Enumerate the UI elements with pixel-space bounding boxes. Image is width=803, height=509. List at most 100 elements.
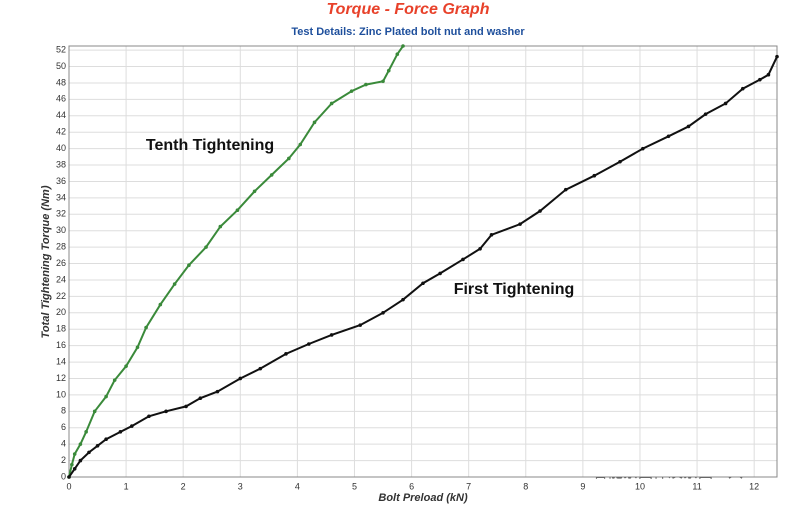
- data-point: [172, 282, 177, 286]
- data-point: [395, 52, 400, 57]
- data-point: [298, 142, 303, 147]
- data-point: [252, 189, 257, 194]
- y-tick-label: 44: [56, 110, 66, 120]
- data-point: [518, 222, 522, 226]
- data-point: [112, 378, 117, 382]
- y-tick-label: 52: [56, 44, 66, 54]
- series-label: Tenth Tightening: [146, 137, 274, 154]
- data-point: [287, 156, 291, 161]
- data-point: [135, 345, 140, 350]
- y-tick-label: 20: [56, 307, 66, 317]
- data-point: [104, 437, 108, 442]
- data-point: [84, 430, 88, 434]
- data-point: [284, 352, 288, 356]
- y-tick-label: 6: [61, 422, 66, 432]
- data-point: [95, 444, 100, 448]
- x-tick-label: 7: [466, 481, 471, 491]
- data-point: [381, 79, 385, 84]
- data-point: [618, 159, 622, 164]
- data-point: [740, 86, 745, 91]
- y-tick-label: 8: [61, 406, 66, 416]
- data-point: [184, 404, 188, 409]
- data-point: [438, 271, 442, 276]
- plot-frame: [68, 45, 778, 478]
- data-point: [381, 311, 385, 315]
- series-line: [68, 56, 778, 478]
- data-point: [592, 173, 597, 178]
- data-point: [349, 89, 354, 93]
- data-point: [766, 72, 771, 77]
- data-point: [538, 209, 542, 213]
- data-point: [235, 208, 240, 212]
- chart-title: Torque - Force Graph: [327, 1, 490, 18]
- data-point: [461, 257, 465, 262]
- data-point: [198, 396, 203, 400]
- y-tick-label: 22: [56, 291, 66, 301]
- x-tick-label: 0: [66, 481, 71, 491]
- data-point: [72, 466, 77, 471]
- y-tick-label: 10: [56, 389, 66, 399]
- plot-area: [68, 45, 778, 478]
- data-point: [204, 245, 208, 249]
- y-tick-label: 34: [56, 192, 66, 202]
- data-point: [258, 366, 263, 371]
- data-point: [104, 394, 108, 399]
- y-tick-label: 12: [56, 373, 66, 383]
- data-point: [775, 54, 779, 59]
- data-point: [364, 82, 368, 87]
- data-point: [158, 302, 163, 307]
- data-point: [92, 409, 97, 414]
- data-point: [187, 263, 191, 267]
- data-point: [238, 376, 243, 381]
- data-point: [118, 430, 123, 434]
- series-label: First Tightening: [454, 281, 575, 298]
- data-point: [72, 452, 77, 456]
- data-point: [703, 112, 708, 116]
- data-point: [312, 120, 317, 125]
- chart-subtitle: Test Details: Zinc Plated bolt nut and w…: [291, 26, 525, 38]
- y-tick-label: 18: [56, 324, 66, 334]
- y-tick-label: 14: [56, 356, 66, 366]
- data-point: [78, 458, 83, 463]
- data-point: [758, 77, 762, 82]
- data-point: [563, 187, 568, 192]
- data-point: [401, 297, 405, 302]
- x-axis-label: Bolt Preload (kN): [378, 492, 468, 504]
- data-point: [130, 424, 134, 428]
- data-point: [124, 364, 128, 368]
- data-point: [686, 124, 691, 129]
- data-point: [641, 146, 645, 151]
- x-tick-label: 5: [352, 481, 357, 491]
- x-tick-label: 2: [181, 481, 186, 491]
- y-tick-label: 28: [56, 242, 66, 252]
- data-point: [144, 325, 148, 330]
- y-tick-label: 38: [56, 159, 66, 169]
- data-point: [723, 101, 728, 106]
- y-tick-label: 40: [56, 143, 66, 153]
- data-point: [70, 462, 74, 467]
- y-tick-label: 32: [56, 209, 66, 219]
- y-tick-label: 30: [56, 225, 66, 235]
- y-axis-label: Total Tightening Torque (Nm): [40, 185, 52, 338]
- y-tick-label: 0: [61, 471, 66, 481]
- x-tick-label: 3: [238, 481, 243, 491]
- x-tick-label: 9: [580, 481, 585, 491]
- data-point: [215, 389, 220, 394]
- data-point: [67, 475, 71, 479]
- data-point: [269, 173, 274, 177]
- data-point: [147, 414, 151, 419]
- data-point: [307, 342, 311, 346]
- x-tick-label: 11: [692, 481, 701, 491]
- data-point: [329, 333, 334, 337]
- y-tick-label: 50: [56, 61, 66, 71]
- x-tick-label: 6: [409, 481, 414, 491]
- y-tick-label: 36: [56, 176, 66, 186]
- data-point: [78, 442, 83, 446]
- x-tick-label: 8: [523, 481, 528, 491]
- x-tick-label: 12: [749, 481, 759, 491]
- y-tick-label: 16: [56, 340, 66, 350]
- data-point: [478, 246, 482, 251]
- data-point: [329, 101, 334, 106]
- y-tick-label: 48: [56, 77, 66, 87]
